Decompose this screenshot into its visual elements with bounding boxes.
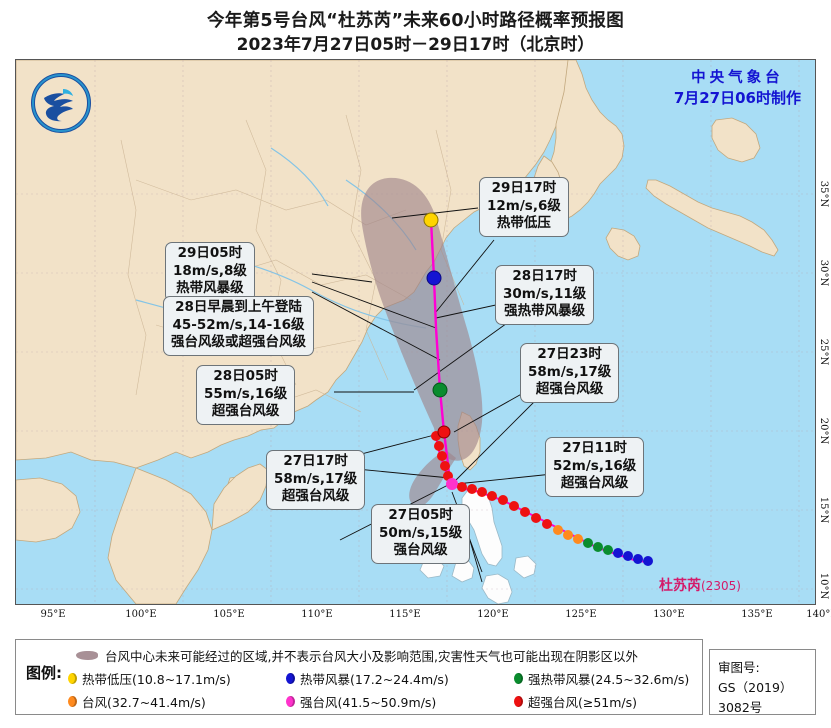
legend-label: 强热带风暴(24.5~32.6m/s) [528, 672, 690, 687]
category-dot-icon [68, 673, 77, 684]
callout-category: 强台风级 [393, 542, 448, 558]
storm-name-text: 杜苏芮 [659, 578, 701, 594]
legend-label: 热带低压(10.8~17.1m/s) [82, 672, 231, 687]
callout-fc-28-17[interactable]: 28日17时 30m/s,11级 强热带风暴级 [495, 265, 595, 325]
lon-tick: 115°E [389, 609, 421, 620]
callout-category: 超强台风级 [535, 381, 604, 397]
callout-wind: 55m/s,16级 [204, 385, 288, 402]
legend-item-sty: 强台风(41.5~50.9m/s) [286, 692, 514, 711]
map-graphics [16, 60, 815, 604]
track-points-observed [431, 431, 653, 566]
legend-category-grid: 热带低压(10.8~17.1m/s) 热带风暴(17.2~24.4m/s) 强热… [68, 667, 689, 713]
callout-wind: 50m/s,15级 [379, 524, 463, 541]
lat-tick: 30°N [818, 259, 829, 287]
marker-29-17 [423, 212, 439, 228]
legend-item-ts: 热带风暴(17.2~24.4m/s) [286, 669, 514, 688]
callout-category: 热带风暴级 [176, 280, 244, 296]
lat-tick: 10°N [818, 572, 829, 600]
category-dot-icon [286, 673, 295, 684]
callout-wind: 12m/s,6级 [487, 197, 561, 214]
legend-label: 台风(32.7~41.4m/s) [82, 695, 206, 710]
lon-tick: 110°E [301, 609, 333, 620]
callout-time: 29日05时 [177, 245, 243, 261]
callout-wind: 18m/s,8级 [173, 262, 247, 279]
callout-category: 强热带风暴级 [504, 303, 586, 319]
callout-time: 28日早晨到上午登陆 [175, 299, 302, 315]
callout-fc-27-11[interactable]: 27日11时 52m/s,16级 超强台风级 [545, 437, 645, 497]
category-dot-icon [68, 696, 77, 707]
callout-wind: 30m/s,11级 [503, 285, 587, 302]
category-dot-icon [514, 673, 523, 684]
callout-time: 28日05时 [213, 368, 278, 384]
legend-item-ty: 台风(32.7~41.4m/s) [68, 692, 286, 711]
callout-wind: 58m/s,17级 [528, 363, 612, 380]
legend-title: 图例: [26, 664, 62, 682]
legend-label: 热带风暴(17.2~24.4m/s) [300, 672, 449, 687]
lat-tick: 20°N [818, 417, 829, 445]
callout-category: 超强台风级 [211, 403, 280, 419]
lon-tick: 95°E [40, 609, 66, 620]
lat-tick: 35°N [818, 180, 829, 208]
callout-time: 27日11时 [562, 440, 627, 456]
callout-time: 27日17时 [283, 453, 348, 469]
cone-swatch-icon [76, 651, 98, 660]
callout-landfall[interactable]: 28日早晨到上午登陆 45-52m/s,14-16级 强台风级或超强台风级 [163, 296, 314, 356]
typhoon-forecast-map[interactable]: 中央气象台 7月27日06时制作 29日17时 12m/s,6级 热带低压 29… [15, 59, 816, 605]
callout-fc-29-17[interactable]: 29日17时 12m/s,6级 热带低压 [479, 177, 569, 237]
lon-tick: 130°E [653, 609, 685, 620]
marker-29-05 [426, 270, 442, 286]
callout-category: 强台风级或超强台风级 [171, 334, 306, 350]
callout-category: 超强台风级 [560, 475, 629, 491]
page-title: 今年第5号台风“杜苏芮”未来60小时路径概率预报图 [206, 11, 625, 31]
callout-time: 28日17时 [512, 268, 577, 284]
lon-tick: 125°E [565, 609, 597, 620]
storm-id-text: (2305) [701, 579, 741, 593]
legend-item-td: 热带低压(10.8~17.1m/s) [68, 669, 286, 688]
callout-time: 27日05时 [388, 507, 453, 523]
approval-number: GS（2019）3082号 [718, 680, 793, 715]
legend-shade-note: 台风中心未来可能经过的区域,并不表示台风大小及影响范围,灾害性天气也可能出现在阴… [105, 649, 638, 664]
approval-label: 审图号: [718, 660, 760, 675]
callout-fc-27-05[interactable]: 27日05时 50m/s,15级 强台风级 [371, 504, 471, 564]
lon-tick: 105°E [213, 609, 245, 620]
storm-name-label: 杜苏芮(2305) [659, 575, 741, 595]
approval-number-panel: 审图号: GS（2019）3082号 [709, 649, 816, 715]
legend-label: 超强台风(≥51m/s) [528, 695, 638, 710]
legend-shade-row: 台风中心未来可能经过的区域,并不表示台风大小及影响范围,灾害性天气也可能出现在阴… [76, 646, 638, 665]
legend-label: 强台风(41.5~50.9m/s) [300, 695, 437, 710]
lon-tick: 135°E [741, 609, 773, 620]
category-dot-icon [514, 696, 523, 707]
callout-category: 超强台风级 [281, 488, 350, 504]
lon-tick: 140°E [806, 609, 831, 620]
lon-tick: 100°E [125, 609, 157, 620]
callout-fc-28-05[interactable]: 28日05时 55m/s,16级 超强台风级 [196, 365, 296, 425]
lon-tick: 120°E [477, 609, 509, 620]
callout-time: 29日17时 [491, 180, 557, 196]
callout-wind: 52m/s,16级 [553, 457, 637, 474]
callout-fc-27-17[interactable]: 27日17时 58m/s,17级 超强台风级 [266, 450, 366, 510]
callout-wind: 45-52m/s,14-16级 [172, 316, 305, 333]
callout-fc-27-23[interactable]: 27日23时 58m/s,17级 超强台风级 [520, 343, 620, 403]
legend-item-sts: 强热带风暴(24.5~32.6m/s) [514, 669, 689, 688]
page-title-block: 今年第5号台风“杜苏芮”未来60小时路径概率预报图 2023年7月27日05时－… [0, 0, 831, 58]
cma-dragon-logo-icon [30, 72, 92, 138]
forecast-position-markers [423, 212, 451, 439]
callout-wind: 58m/s,17级 [274, 470, 358, 487]
marker-28-17 [432, 382, 448, 398]
callout-fc-29-05[interactable]: 29日05时 18m/s,8级 热带风暴级 [165, 242, 255, 302]
callout-time: 27日23时 [537, 346, 602, 362]
lat-tick: 25°N [818, 338, 829, 366]
page-subtitle: 2023年7月27日05时－29日17时（北京时） [236, 35, 595, 55]
legend-panel: 图例: 台风中心未来可能经过的区域,并不表示台风大小及影响范围,灾害性天气也可能… [15, 639, 703, 715]
lat-tick: 15°N [818, 496, 829, 524]
callout-category: 热带低压 [496, 215, 551, 231]
category-dot-icon [286, 696, 295, 707]
legend-item-superty: 超强台风(≥51m/s) [514, 692, 689, 711]
probability-cone [361, 177, 483, 461]
marker-27-23 [437, 425, 451, 439]
